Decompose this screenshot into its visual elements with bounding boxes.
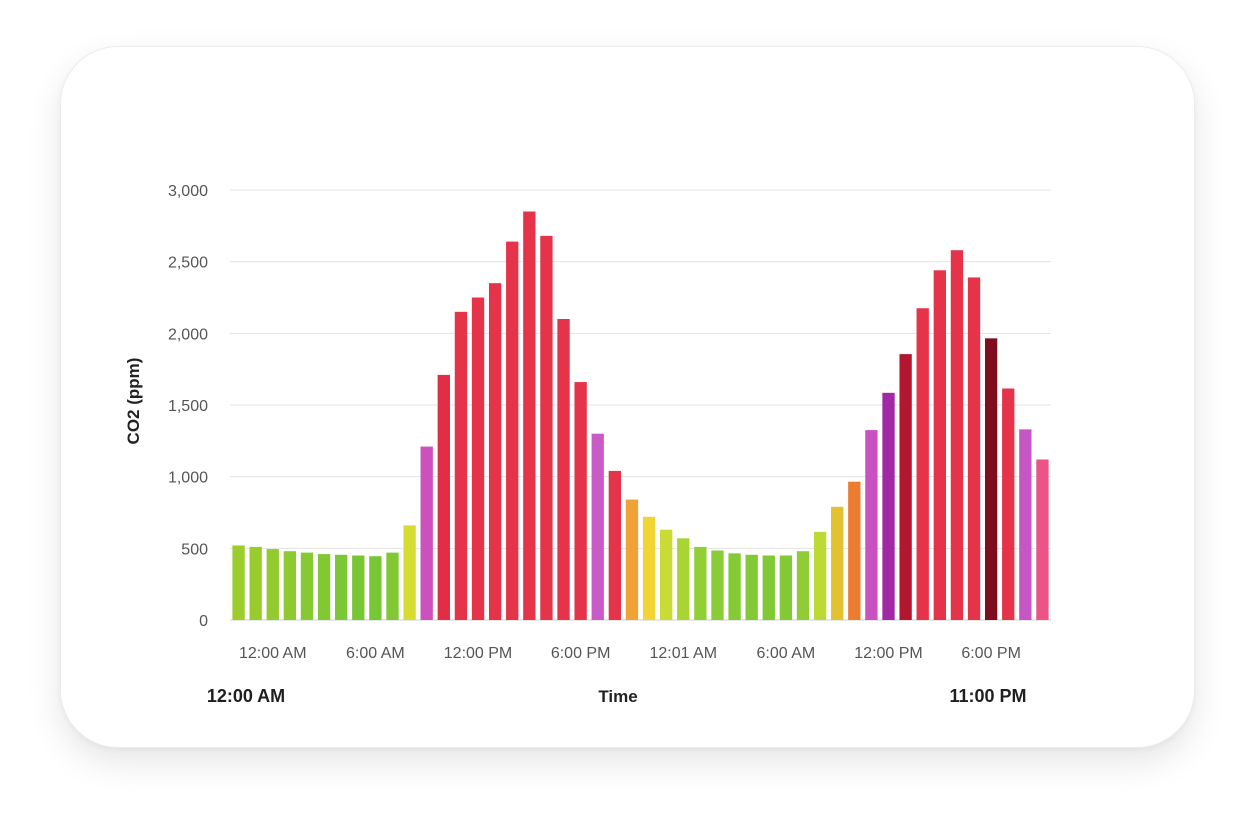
- bar: [283, 551, 297, 620]
- y-tick-label: 1,000: [168, 470, 208, 487]
- bar: [300, 552, 314, 620]
- bar: [506, 241, 519, 620]
- bar: [899, 354, 912, 620]
- y-axis-title: CO2 (ppm): [124, 358, 143, 445]
- bar: [796, 551, 810, 620]
- x-axis-title: Time: [598, 687, 637, 706]
- bar: [831, 506, 844, 620]
- bar: [1002, 388, 1015, 620]
- bar: [232, 545, 245, 620]
- y-tick-label: 1,500: [168, 398, 208, 415]
- bar: [933, 270, 946, 620]
- bar: [437, 374, 450, 620]
- bar: [728, 553, 741, 620]
- x-tick-label: 6:00 PM: [961, 645, 1021, 662]
- y-tick-label: 500: [181, 541, 208, 558]
- x-tick-label: 12:00 AM: [239, 645, 307, 662]
- bar: [745, 554, 758, 620]
- bar: [317, 554, 331, 620]
- bars: [232, 211, 1049, 620]
- bar: [762, 555, 775, 620]
- bar: [608, 470, 622, 620]
- x-tick-label: 6:00 AM: [757, 645, 816, 662]
- y-tick-label: 2,000: [168, 326, 208, 343]
- x-axis-ticks: 12:00 AM 6:00 AM 12:00 PM 6:00 PM 12:01 AM 6:…: [239, 645, 1021, 662]
- bar: [642, 516, 656, 620]
- bar: [386, 552, 399, 620]
- bar: [403, 525, 416, 620]
- bar: [865, 430, 878, 620]
- bar: [352, 555, 365, 620]
- bar: [711, 550, 724, 620]
- x-tick-label: 12:00 PM: [854, 645, 922, 662]
- bar: [591, 433, 604, 620]
- bar: [848, 481, 861, 620]
- y-axis-ticks: 0 500 1,000 1,500 2,000 2,500 3,000: [168, 183, 208, 630]
- range-start-label: 12:00 AM: [207, 686, 285, 706]
- bar: [369, 556, 382, 620]
- bar: [882, 392, 895, 620]
- bar: [420, 446, 433, 620]
- bar: [488, 283, 502, 620]
- bar: [540, 235, 553, 620]
- gridlines: [230, 189, 1051, 621]
- bar: [625, 499, 639, 620]
- bar: [950, 250, 964, 620]
- bar: [557, 319, 570, 620]
- bar: [523, 211, 536, 620]
- y-tick-label: 2,500: [168, 255, 208, 272]
- bar: [454, 311, 468, 620]
- y-tick-label: 3,000: [168, 183, 208, 200]
- x-tick-label: 12:00 PM: [444, 645, 512, 662]
- x-tick-label: 12:01 AM: [649, 645, 717, 662]
- x-tick-label: 6:00 AM: [346, 645, 405, 662]
- bar: [916, 308, 929, 620]
- bar: [694, 546, 707, 620]
- range-end-label: 11:00 PM: [949, 686, 1026, 706]
- bar: [1019, 429, 1032, 620]
- bar: [967, 277, 981, 620]
- bar: [1036, 459, 1049, 620]
- bar: [249, 546, 262, 620]
- y-tick-label: 0: [199, 613, 208, 630]
- bar: [574, 382, 587, 620]
- bar: [335, 554, 348, 620]
- bar: [813, 531, 827, 620]
- bar: [266, 549, 279, 620]
- bar: [779, 555, 793, 620]
- bar: [471, 297, 485, 620]
- x-tick-label: 6:00 PM: [551, 645, 611, 662]
- bar: [659, 529, 673, 620]
- bar: [984, 338, 998, 620]
- bar: [677, 538, 690, 620]
